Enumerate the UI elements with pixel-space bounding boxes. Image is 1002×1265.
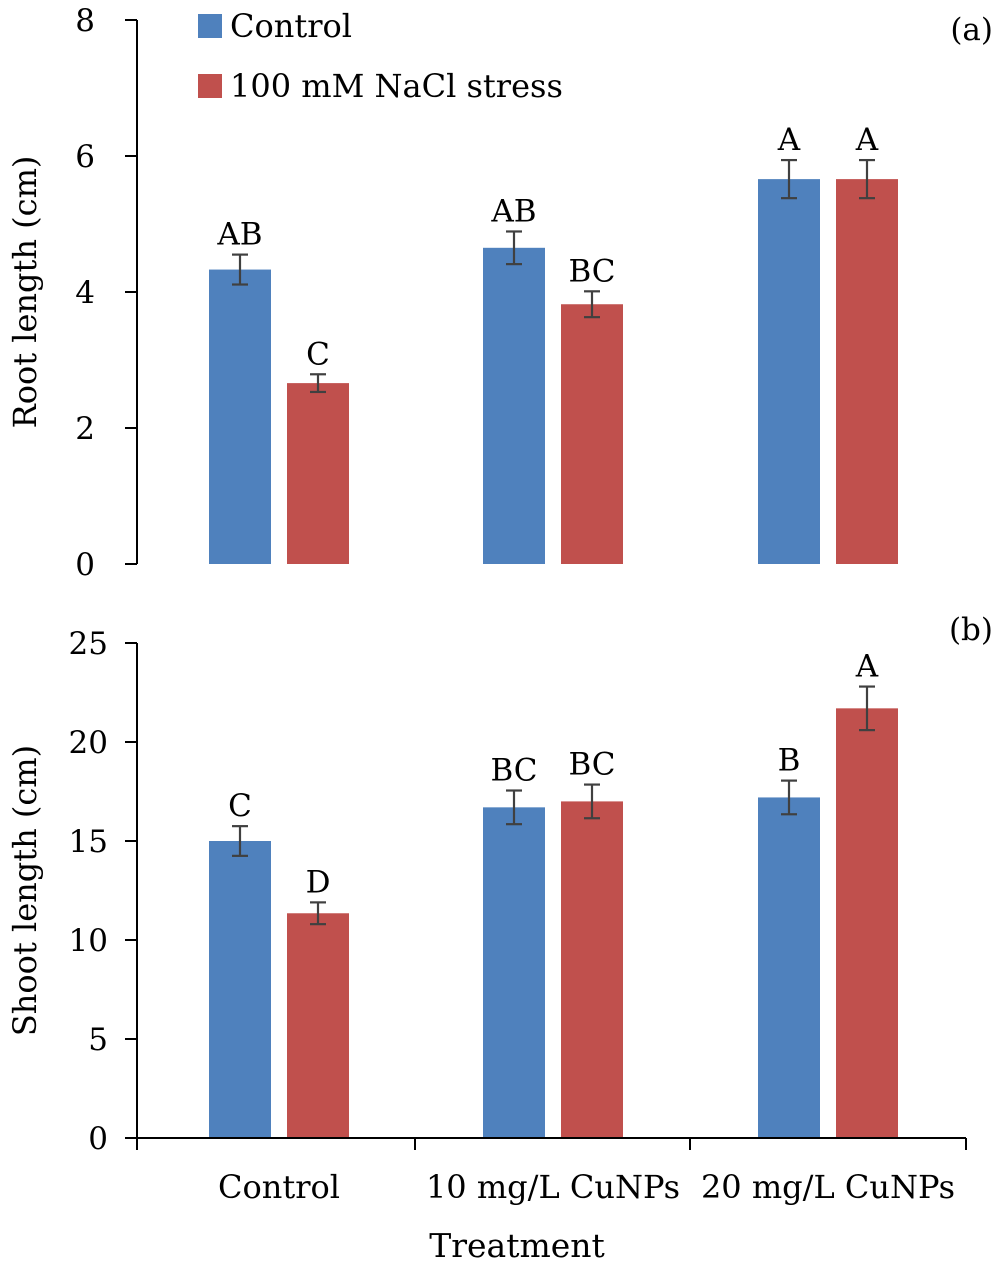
significance-letter-nacl-1: BC <box>568 253 615 289</box>
y-tick-label: 0 <box>88 1121 108 1157</box>
y-tick-label: 20 <box>69 725 108 761</box>
bar-control-2 <box>758 179 820 564</box>
panel-label: (b) <box>949 612 993 648</box>
legend-swatch-control <box>198 14 222 38</box>
y-tick-label: 2 <box>75 411 95 447</box>
y-tick-label: 15 <box>69 824 108 860</box>
chart-panels: AB AB A C BC A 0 2 4 6 8 Root length (cm) (a) C BC B D BC… <box>6 3 993 1206</box>
y-tick-label: 25 <box>69 626 108 662</box>
chart-panel-b: C BC B D BC A 0 5 10 15 20 25 Shoot length (cm) (b) Co… <box>6 612 993 1206</box>
bar-nacl-2 <box>836 179 898 564</box>
panel-label: (a) <box>950 12 993 48</box>
y-tick-label: 0 <box>75 547 95 583</box>
significance-letter-control-1: BC <box>490 753 537 789</box>
y-axis-title: Shoot length (cm) <box>6 745 44 1036</box>
x-tick-label: 10 mg/L CuNPs <box>426 1168 680 1206</box>
y-tick-label: 8 <box>75 3 95 39</box>
significance-letter-nacl-0: D <box>306 864 331 900</box>
bar-control-1 <box>483 247 545 565</box>
bar-nacl-1 <box>561 304 623 564</box>
y-tick-label: 5 <box>88 1022 108 1058</box>
legend-label-nacl: 100 mM NaCl stress <box>230 67 563 105</box>
significance-letter-nacl-1: BC <box>568 747 615 783</box>
significance-letter-nacl-2: A <box>855 122 879 158</box>
y-tick-label: 10 <box>69 923 108 959</box>
x-axis-title: Treatment <box>429 1226 605 1265</box>
legend-swatch-nacl <box>198 74 222 98</box>
x-tick-label: 20 mg/L CuNPs <box>701 1168 955 1206</box>
x-tick-label: Control <box>218 1168 340 1206</box>
bar-control-2 <box>758 797 820 1138</box>
chart-panel-a: AB AB A C BC A 0 2 4 6 8 Root length (cm) (a) <box>6 3 993 583</box>
bar-control-1 <box>483 807 545 1138</box>
y-tick-label: 4 <box>75 275 95 311</box>
y-axis-title: Root length (cm) <box>6 156 44 429</box>
significance-letter-control-2: B <box>778 743 801 779</box>
y-tick-label: 6 <box>75 139 95 175</box>
bar-nacl-0 <box>287 913 349 1138</box>
bar-nacl-2 <box>836 708 898 1138</box>
bar-control-0 <box>209 841 271 1138</box>
legend: Control 100 mM NaCl stress <box>198 7 563 105</box>
significance-letter-control-0: AB <box>216 217 262 253</box>
significance-letter-control-2: A <box>777 122 801 158</box>
significance-letter-control-1: AB <box>490 193 536 229</box>
significance-letter-control-0: C <box>228 788 252 824</box>
legend-label-control: Control <box>230 7 352 45</box>
bar-control-0 <box>209 269 271 564</box>
significance-letter-nacl-0: C <box>306 336 330 372</box>
bar-nacl-0 <box>287 383 349 564</box>
bar-nacl-1 <box>561 801 623 1138</box>
significance-letter-nacl-2: A <box>855 649 879 685</box>
